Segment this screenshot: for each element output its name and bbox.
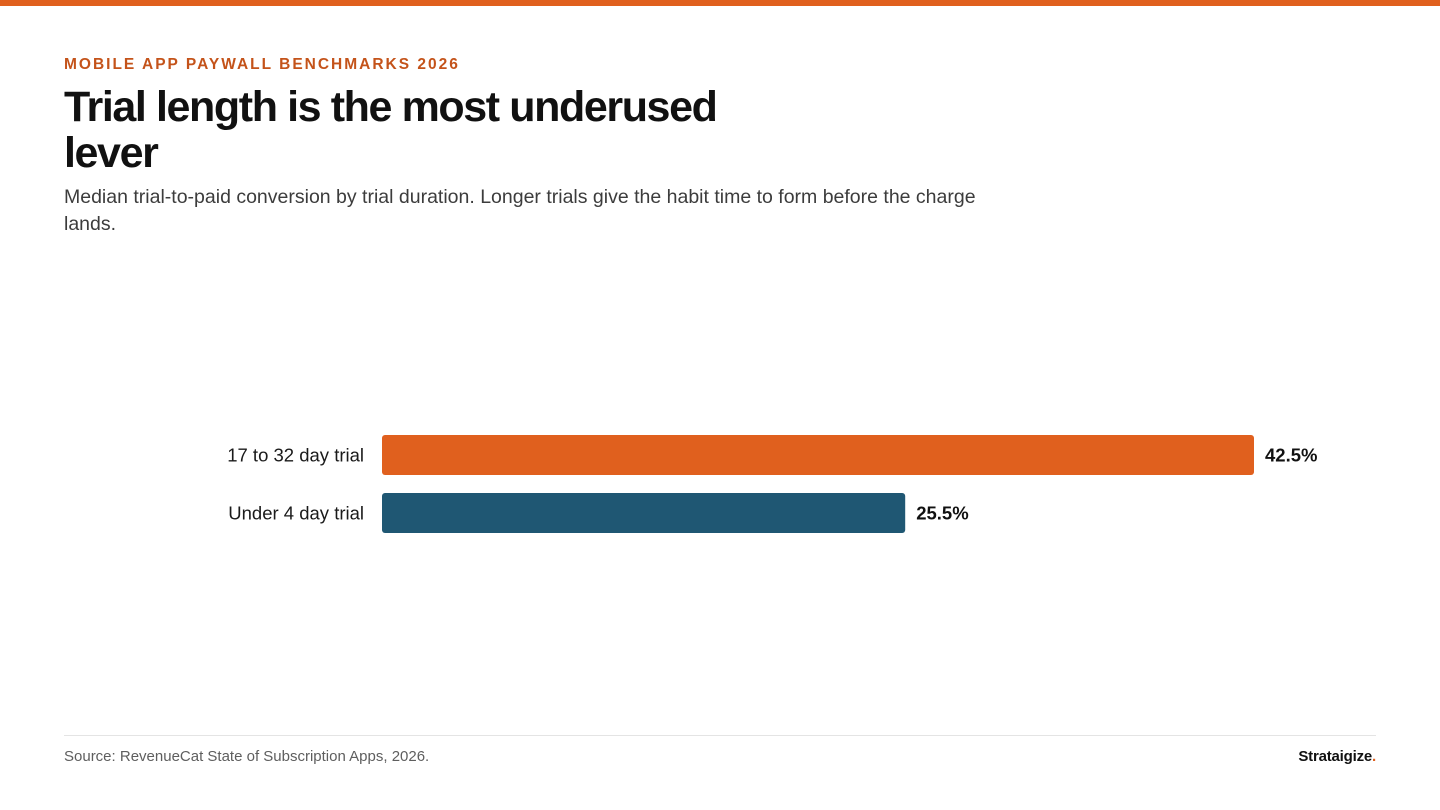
bar-value-label: 42.5% [1265,445,1317,466]
bar [382,435,1254,475]
page-title: Trial length is the most underused lever [64,83,718,177]
category-label: Under 4 day trial [228,503,364,524]
brand-logo: Strataigize. [1298,748,1376,765]
top-accent-rule [0,0,1440,6]
source-note: Source: RevenueCat State of Subscription… [64,748,430,765]
brand-name: Strataigize [1298,748,1373,765]
footer-divider [64,735,1376,736]
bar-value-label: 25.5% [916,503,968,524]
bar [382,493,906,533]
eyebrow-label: MOBILE APP PAYWALL BENCHMARKS 2026 [64,56,460,73]
page-subtitle: Median trial-to-paid conversion by trial… [64,186,976,235]
brand-dot: . [1372,748,1376,765]
category-label: 17 to 32 day trial [227,445,364,466]
